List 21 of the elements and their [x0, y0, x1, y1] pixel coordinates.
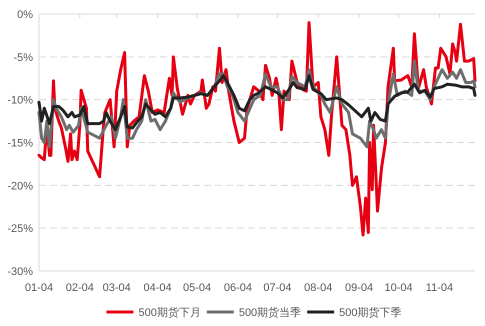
- x-tick-label: 01-04: [24, 282, 54, 294]
- x-tick-label: 09-04: [345, 282, 374, 294]
- legend-label: 500期货下月: [138, 307, 201, 319]
- x-tick-label: 06-04: [224, 282, 252, 294]
- x-tick-label: 04-04: [143, 282, 172, 294]
- legend-label: 500期货当季: [238, 306, 302, 319]
- y-tick-label: -30%: [7, 266, 34, 278]
- x-tick-label: 11-04: [426, 282, 454, 294]
- legend-label: 500期货下季: [339, 306, 402, 319]
- y-tick-label: -5%: [13, 52, 34, 64]
- y-tick-label: -15%: [7, 138, 34, 150]
- x-tick-label: 07-04: [263, 282, 292, 294]
- x-tick-label: 10-04: [384, 282, 413, 294]
- x-tick-label: 05-04: [182, 282, 212, 294]
- x-tick-label: 03-04: [102, 282, 131, 294]
- y-tick-label: -10%: [7, 94, 34, 107]
- x-tick-label: 08-04: [304, 282, 332, 294]
- y-tick-label: -25%: [7, 223, 34, 236]
- y-tick-label: 0%: [17, 9, 34, 21]
- y-tick-label: -20%: [7, 180, 34, 192]
- x-tick-label: 02-04: [66, 282, 94, 294]
